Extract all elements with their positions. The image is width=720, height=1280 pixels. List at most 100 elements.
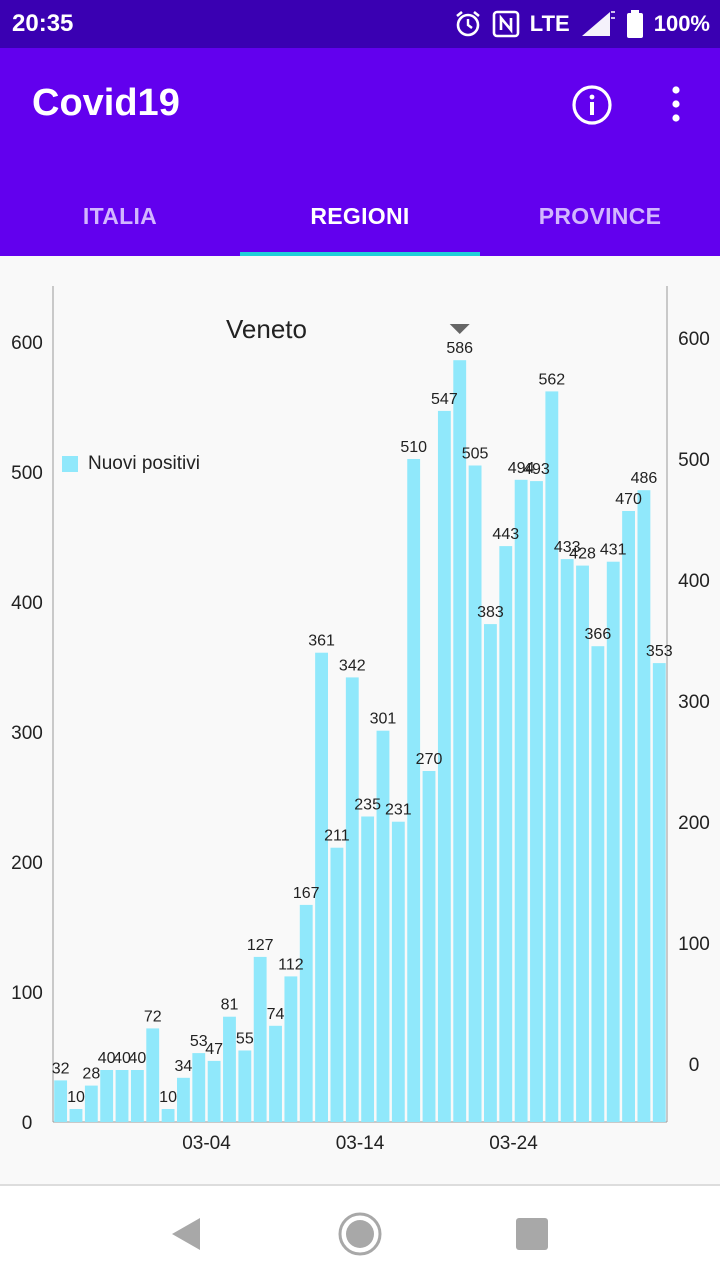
alarm-icon <box>455 10 480 37</box>
tab-italia[interactable]: ITALIA <box>82 202 158 229</box>
chart-area[interactable]: 32 10 28 40 40 40 72 10 34 53 47 81 55 127 74 112 167 361… <box>0 256 720 1184</box>
bar[interactable] <box>146 1028 160 1122</box>
bar-value-label: 443 <box>492 526 519 543</box>
x-tick-label: 03-04 <box>182 1133 231 1154</box>
bar[interactable] <box>315 652 328 1122</box>
status-bar: 20:35 LTE 100% <box>0 0 720 48</box>
recents-icon[interactable] <box>508 1210 556 1258</box>
status-time: 20:35 <box>12 10 74 37</box>
bar[interactable] <box>530 481 543 1123</box>
bar-value-label: 586 <box>446 340 473 357</box>
bar[interactable] <box>100 1070 114 1122</box>
bar-value-label: 74 <box>267 1006 285 1023</box>
tab-province[interactable]: PROVINCE <box>538 202 662 229</box>
more-vert-icon[interactable] <box>662 84 690 126</box>
bar[interactable] <box>253 956 267 1122</box>
battery-icon <box>626 10 643 38</box>
bar[interactable] <box>545 391 559 1122</box>
bar[interactable] <box>207 1060 221 1122</box>
bar[interactable] <box>453 360 467 1122</box>
bar-value-label: 47 <box>205 1041 223 1058</box>
bar[interactable] <box>345 677 359 1122</box>
legend-swatch <box>62 456 78 472</box>
bar[interactable] <box>652 663 666 1122</box>
bar-value-label: 235 <box>354 797 381 814</box>
status-icons: LTE 100% <box>454 8 710 40</box>
bar[interactable] <box>622 511 635 1122</box>
bar[interactable] <box>422 771 436 1122</box>
bar-chart[interactable]: 3210284040407210345347815512774112167361… <box>0 256 720 1184</box>
bar-value-label: 53 <box>190 1033 208 1050</box>
bar-value-label: 112 <box>278 956 304 973</box>
bar[interactable] <box>330 847 344 1122</box>
bar-value-label: 361 <box>308 633 335 650</box>
info-icon[interactable] <box>571 84 613 126</box>
bar[interactable] <box>299 904 313 1122</box>
bar[interactable] <box>499 546 513 1122</box>
bar-value-label: 428 <box>569 546 596 563</box>
y-right-tick-label: 500 <box>678 450 710 471</box>
bar[interactable] <box>115 1070 129 1122</box>
bar-value-label: 40 <box>128 1050 146 1067</box>
tab-regioni[interactable]: REGIONI <box>240 176 480 256</box>
bar[interactable] <box>177 1077 190 1122</box>
bar-value-label: 301 <box>370 711 397 728</box>
bar[interactable] <box>130 1070 144 1122</box>
bar[interactable] <box>606 561 620 1122</box>
bar-value-label: 493 <box>523 461 550 478</box>
bar-value-label: 510 <box>400 439 427 456</box>
bar[interactable] <box>54 1080 68 1122</box>
bar[interactable] <box>437 410 451 1122</box>
navigation-bar <box>0 1186 720 1280</box>
y-left-tick-label: 600 <box>11 333 43 354</box>
chart-title: Veneto <box>226 314 307 344</box>
bar-value-label: 28 <box>82 1066 100 1083</box>
bar-value-label: 431 <box>600 542 627 559</box>
bar[interactable] <box>591 646 605 1122</box>
bar-value-label: 270 <box>416 751 443 768</box>
bar[interactable] <box>376 730 390 1122</box>
bar[interactable] <box>84 1085 98 1122</box>
nfc-icon <box>492 10 520 38</box>
bar[interactable] <box>514 479 528 1122</box>
bar[interactable] <box>468 465 482 1123</box>
bar-value-label: 486 <box>631 470 658 487</box>
y-left-tick-label: 100 <box>11 983 43 1004</box>
y-left-tick-label: 400 <box>11 593 43 614</box>
bar-value-label: 433 <box>554 539 581 556</box>
bar[interactable] <box>269 1025 282 1122</box>
bar-value-label: 167 <box>293 885 320 902</box>
bar-value-label: 383 <box>477 604 504 621</box>
bar[interactable] <box>560 559 574 1122</box>
bar[interactable] <box>484 624 497 1122</box>
bar-value-label: 81 <box>221 997 239 1014</box>
bar[interactable] <box>284 976 298 1122</box>
y-left-tick-label: 0 <box>22 1113 33 1134</box>
battery-level: 100% <box>653 11 710 36</box>
bar[interactable] <box>69 1109 83 1122</box>
bar[interactable] <box>407 459 421 1122</box>
bar[interactable] <box>576 565 589 1122</box>
bar[interactable] <box>637 490 651 1122</box>
back-icon[interactable] <box>162 1210 210 1258</box>
bar[interactable] <box>361 816 375 1123</box>
y-left-tick-label: 500 <box>11 463 43 484</box>
bar-value-label: 470 <box>615 491 642 508</box>
y-right-tick-label: 300 <box>678 692 710 713</box>
home-icon[interactable] <box>336 1210 384 1258</box>
bar[interactable] <box>238 1050 252 1123</box>
y-right-tick-label: 200 <box>678 813 710 834</box>
y-right-tick-label: 0 <box>689 1055 700 1076</box>
highlight-marker-icon <box>449 324 470 334</box>
bar-value-label: 127 <box>247 937 274 954</box>
network-type: LTE <box>529 11 570 36</box>
y-right-tick-label: 600 <box>678 329 710 350</box>
bar[interactable] <box>192 1053 206 1122</box>
bar-value-label: 342 <box>339 657 366 674</box>
bar-value-label: 32 <box>52 1060 70 1077</box>
bar[interactable] <box>223 1016 236 1122</box>
bar-value-label: 366 <box>585 626 612 643</box>
bar[interactable] <box>161 1109 175 1122</box>
bar[interactable] <box>391 821 405 1122</box>
y-right-tick-label: 400 <box>678 571 710 592</box>
